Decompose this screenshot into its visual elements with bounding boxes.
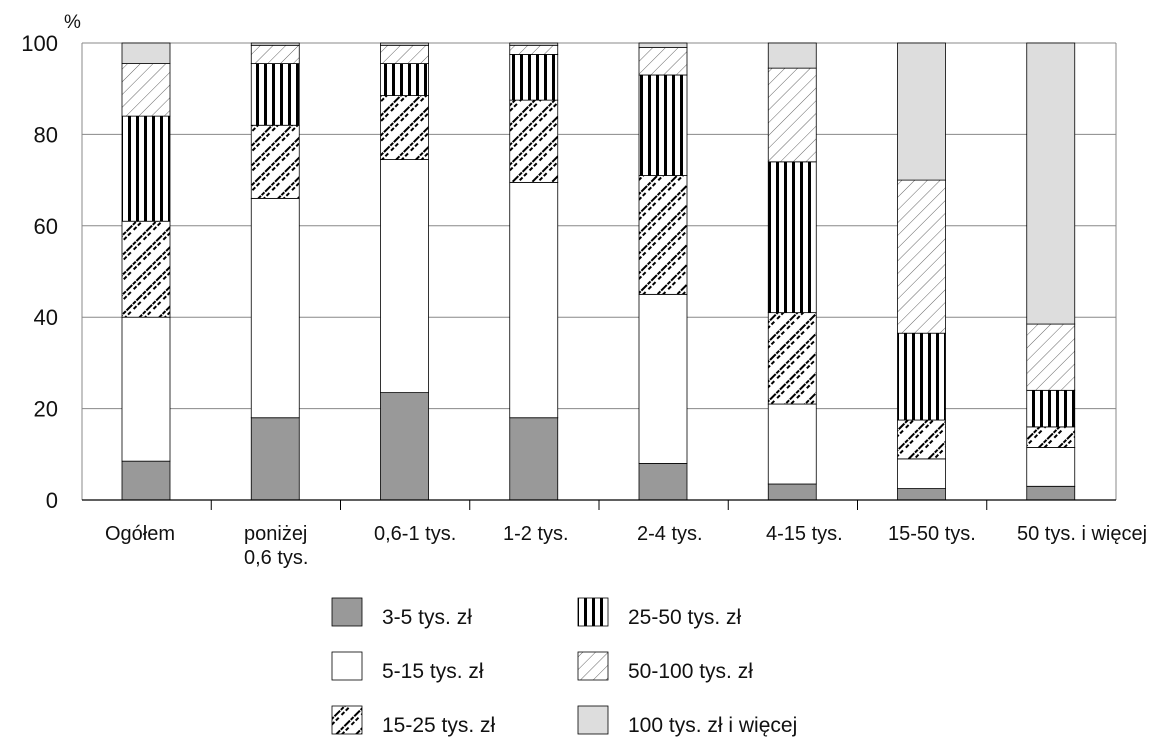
bar-segment-7-6	[897, 42, 946, 181]
bar-segment-2-2	[250, 197, 300, 419]
legend-label-5: 50-100 tys. zł	[628, 660, 753, 683]
legend-label-2: 5-15 tys. zł	[382, 660, 484, 683]
bar-segment-7-1	[897, 488, 946, 501]
bar-segment-4-6	[509, 42, 559, 46]
bar-segment-7-5	[897, 179, 946, 334]
bar-segment-4-1	[509, 417, 559, 501]
bar-segment-5-3	[638, 175, 688, 295]
bar-segment-6-1	[767, 483, 817, 501]
legend-label-1: 3-5 tys. zł	[382, 606, 472, 629]
bar-segment-6-3	[767, 312, 817, 405]
legend-swatch-4	[577, 597, 609, 627]
bar-segment-3-2	[380, 159, 429, 394]
bar-segment-7-3	[897, 419, 946, 460]
bar-segment-2-4	[250, 63, 300, 126]
bar-segment-4-2	[509, 181, 559, 419]
x-tick-label: Ogółem	[105, 523, 175, 545]
x-tick-label: 50 tys. i więcej	[1017, 523, 1147, 545]
x-tick-label: 2-4 tys.	[637, 523, 703, 545]
bar-segment-3-3	[380, 95, 429, 160]
y-tick-label: 80	[34, 122, 58, 147]
axes	[81, 43, 1117, 510]
bar-segment-5-4	[638, 74, 688, 176]
x-tick-label: 4-15 tys.	[766, 523, 843, 545]
bar-segment-1-1	[121, 460, 171, 501]
legend-label-3: 15-25 tys. zł	[382, 714, 496, 737]
bar-segment-8-6	[1026, 42, 1076, 325]
bar-segment-7-2	[897, 458, 946, 489]
legend-swatch-1	[331, 597, 363, 627]
legend-label-4: 25-50 tys. zł	[628, 606, 742, 629]
legend-swatch-5	[577, 651, 609, 681]
bar-segment-7-4	[897, 332, 946, 421]
bar-segment-8-1	[1026, 485, 1076, 501]
bar-segment-1-6	[121, 42, 171, 64]
bar-segment-8-2	[1026, 447, 1076, 487]
bar-segment-1-5	[121, 63, 171, 117]
x-tick-label: 0,6-1 tys.	[374, 523, 456, 545]
x-tick-label: poniżej 0,6 tys.	[244, 523, 308, 569]
bar-segment-6-6	[767, 42, 817, 69]
bar-segment-5-1	[638, 463, 688, 501]
bar-segment-4-3	[509, 99, 559, 183]
bar-segment-1-3	[121, 220, 171, 318]
bar-segment-4-5	[509, 44, 559, 55]
bar-segment-8-5	[1026, 323, 1076, 391]
y-tick-label: 0	[46, 488, 58, 513]
y-tick-label: 100	[21, 31, 58, 56]
bar-segment-2-1	[250, 417, 300, 501]
bar-segment-1-4	[121, 115, 171, 222]
x-tick-label: 15-50 tys.	[888, 523, 976, 545]
bar-segment-4-4	[509, 54, 559, 101]
bar-segment-8-4	[1026, 389, 1076, 428]
bar-segment-5-2	[638, 293, 688, 464]
bar-segment-2-6	[250, 42, 300, 46]
legend-swatch-6	[577, 705, 609, 735]
bar-segment-3-1	[380, 392, 429, 501]
y-tick-label: 40	[34, 305, 58, 330]
legend-swatch-2	[331, 651, 363, 681]
x-tick-label: 1-2 tys.	[503, 523, 569, 545]
axis-labels: 0 20 40 60 80 100% Ogółem poniżej 0,6 tys. 0,6-1 …	[21, 12, 1147, 569]
y-tick-label: 20	[34, 397, 58, 422]
bar-segment-3-5	[380, 44, 429, 64]
bar-segment-3-4	[380, 63, 429, 96]
legend-label-6: 100 tys. zł i więcej	[628, 714, 797, 737]
y-axis-label: %	[64, 12, 81, 33]
bar-segment-3-6	[380, 42, 429, 46]
bars	[121, 42, 1076, 501]
bar-segment-6-5	[767, 67, 817, 163]
y-tick-label: 60	[34, 214, 58, 239]
bar-segment-6-4	[767, 161, 817, 314]
bar-segment-5-6	[638, 42, 688, 48]
legend-swatch-3	[331, 705, 363, 735]
bar-segment-6-2	[767, 403, 817, 485]
bar-segment-2-3	[250, 124, 300, 199]
bar-segment-8-3	[1026, 426, 1076, 448]
legend: 3-5 tys. zł 5-15 tys. zł 15-25 tys. zł 25-5…	[331, 597, 797, 737]
grid-lines	[82, 42, 1116, 410]
bar-segment-5-5	[638, 47, 688, 76]
bar-segment-2-5	[250, 44, 300, 64]
bar-segment-1-2	[121, 316, 171, 462]
